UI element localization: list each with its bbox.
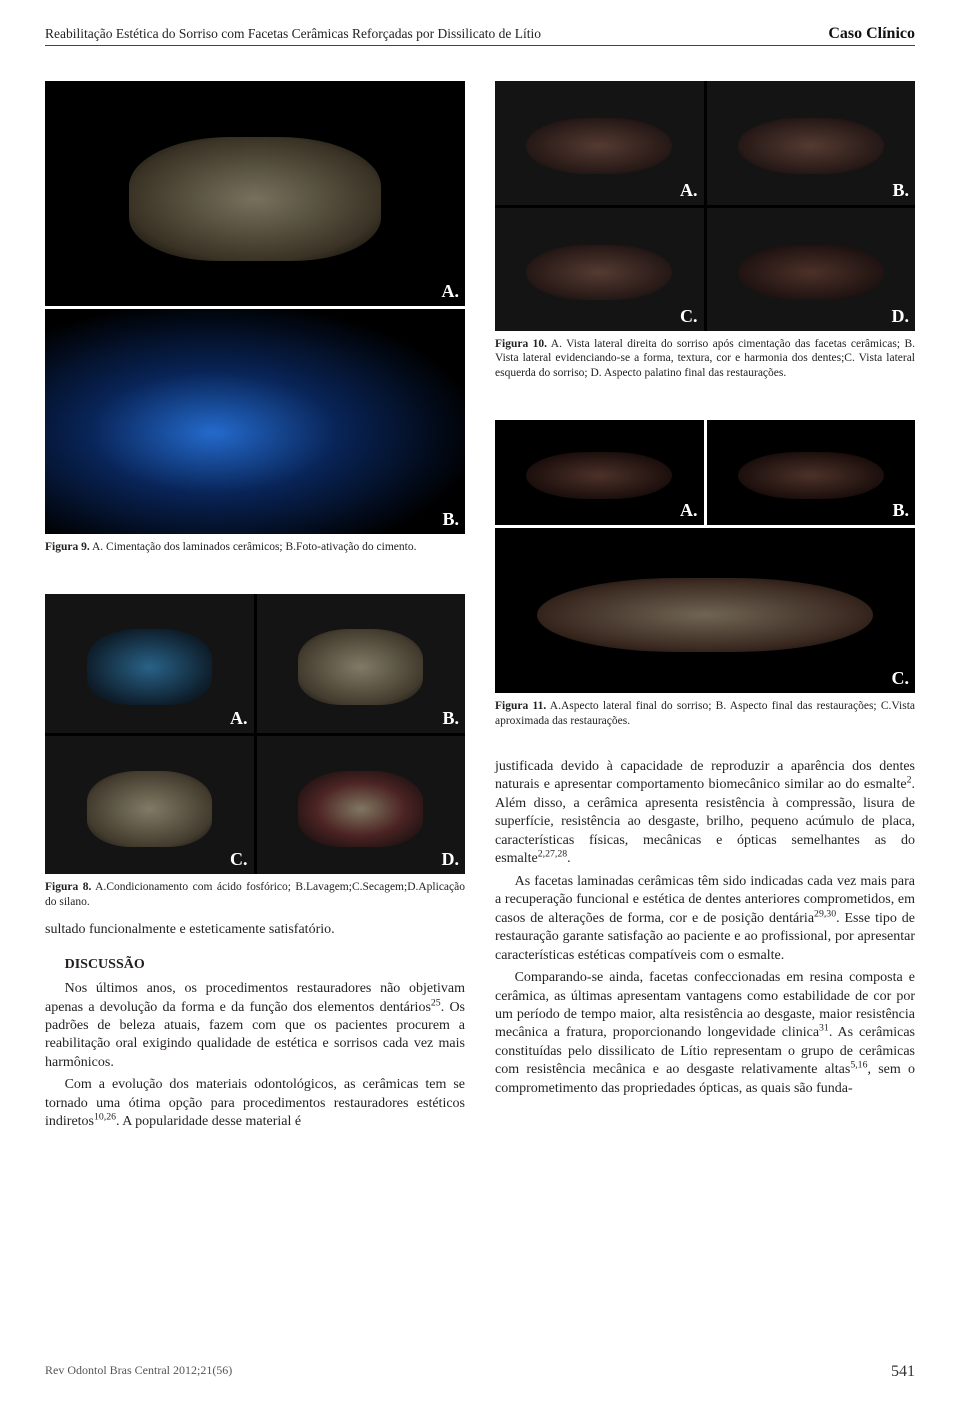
body-paragraph: Com a evolução dos materiais odontológic… [45,1076,465,1131]
figure-11: A. B. C. Figura 11. A.Aspecto lateral fi… [495,420,915,728]
panel-tag-d: D. [442,849,460,870]
figure-11-caption: Figura 11. A.Aspecto lateral final do so… [495,699,915,728]
figure-9: A. B. Figura 9. A. Cimentação dos lamina… [45,81,465,554]
figure-10-caption: Figura 10. A. Vista lateral direita do s… [495,337,915,380]
figure-8: A. B. C. D. Figura 8. A.Condicionamento … [45,594,465,909]
footer-page-number: 541 [891,1363,915,1381]
panel-tag-a: A. [680,500,698,521]
panel-tag-a: A. [230,708,248,729]
body-paragraph: Comparando-se ainda, facetas confecciona… [495,969,915,1098]
section-label: Caso Clínico [828,25,915,43]
panel-tag-a: A. [442,281,460,302]
panel-tag-c: C. [892,668,910,689]
panel-tag-c: C. [680,306,698,327]
body-paragraph: As facetas laminadas cerâmicas têm sido … [495,873,915,965]
panel-tag-b: B. [442,708,459,729]
panel-tag-b: B. [442,509,459,530]
panel-tag-a: A. [680,180,698,201]
body-paragraph: justificada devido à capacidade de repro… [495,758,915,869]
figure-9-caption: Figura 9. A. Cimentação dos laminados ce… [45,540,465,554]
section-heading-discussao: DISCUSSÃO [45,956,465,974]
running-title: Reabilitação Estética do Sorriso com Fac… [45,26,541,42]
body-continuation: sultado funcionalmente e esteticamente s… [45,921,465,939]
body-paragraph: Nos últimos anos, os procedimentos resta… [45,980,465,1072]
panel-tag-b: B. [892,500,909,521]
panel-tag-c: C. [230,849,248,870]
figure-8-caption: Figura 8. A.Condicionamento com ácido fo… [45,880,465,909]
figure-10: A. B. C. D. Figura 10. A. Vista lateral … [495,81,915,380]
footer-journal: Rev Odontol Bras Central 2012;21(56) [45,1363,232,1381]
panel-tag-d: D. [892,306,910,327]
panel-tag-b: B. [892,180,909,201]
